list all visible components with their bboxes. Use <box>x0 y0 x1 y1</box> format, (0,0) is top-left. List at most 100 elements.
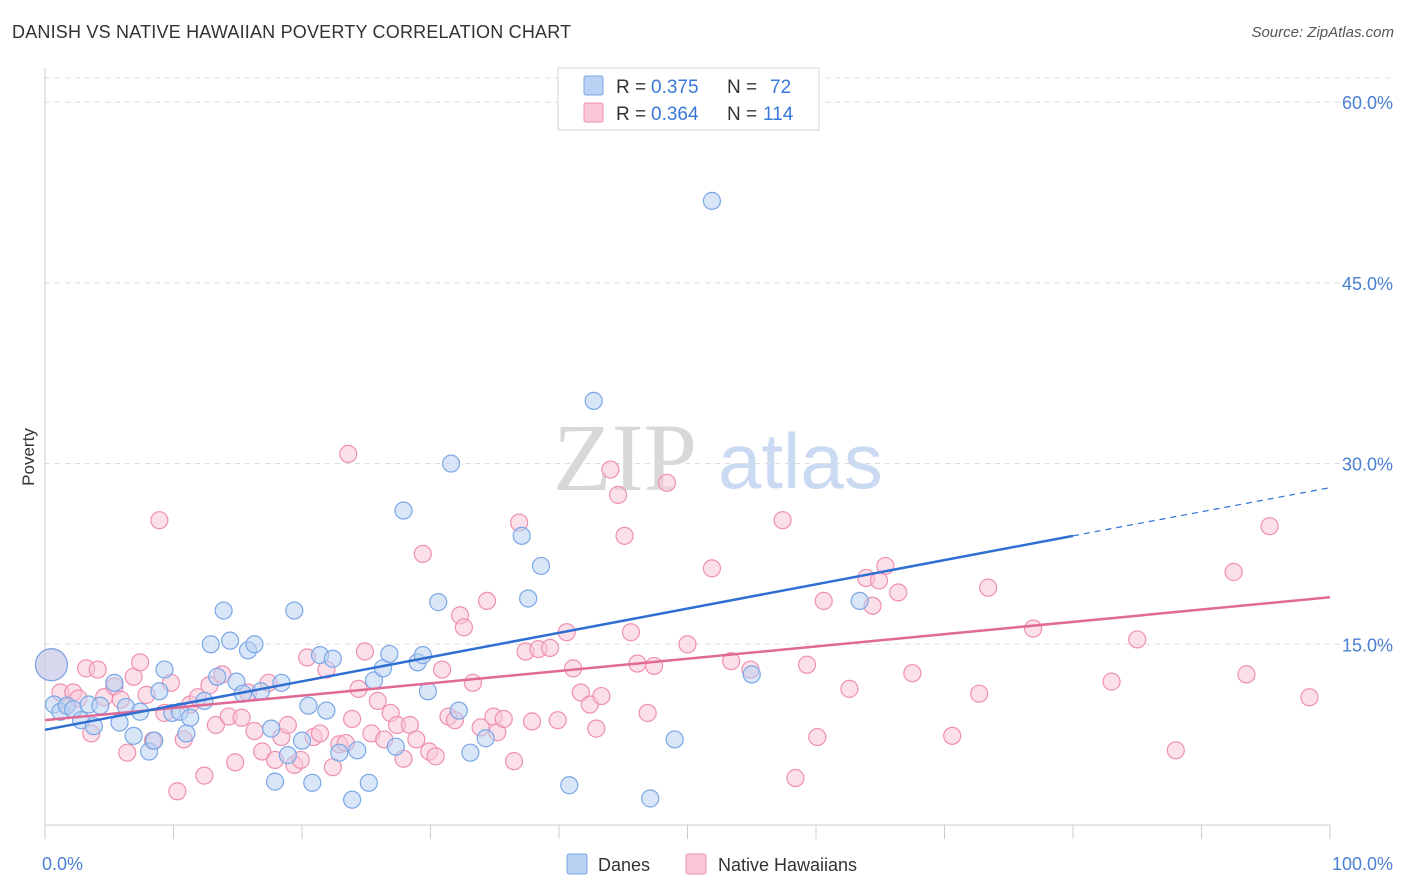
top-legend: R = 0.375 N = 72 R = 0.364 N = 114 <box>557 67 820 131</box>
danes-point <box>34 648 69 682</box>
danes-point <box>441 454 461 473</box>
hawaiians-point <box>540 638 560 657</box>
danes-point <box>91 696 110 715</box>
danes-point <box>476 729 495 748</box>
danes-point <box>177 724 196 743</box>
x-tick-label: 100.0% <box>1332 854 1393 874</box>
hawaiians-point <box>814 591 833 611</box>
chart-source: Source: ZipAtlas.com <box>1251 24 1394 41</box>
danes-point <box>742 665 761 684</box>
danes-point <box>245 635 264 654</box>
legend-danes-n-value: 72 <box>770 77 791 98</box>
hawaiians-point <box>903 664 922 683</box>
danes-point <box>220 631 240 650</box>
danes-point <box>641 789 660 808</box>
hawaiians-point <box>1128 630 1147 649</box>
danes-point <box>299 696 318 715</box>
hawaiians-point <box>840 679 859 698</box>
legend-hawaiians-r-label: R = <box>616 104 646 125</box>
bottom-legend-danes-label: Danes <box>598 855 650 875</box>
hawaiians-point <box>522 712 542 731</box>
bottom-legend-hawaiians-label: Native Hawaiians <box>718 855 857 875</box>
hawaiians-point <box>355 642 375 661</box>
y-axis-label: Poverty <box>19 428 38 486</box>
hawaiians-point <box>702 559 722 578</box>
danes-point <box>124 726 143 745</box>
danes-point <box>461 743 480 762</box>
hawaiians-point <box>118 743 137 762</box>
chart-title: DANISH VS NATIVE HAWAIIAN POVERTY CORREL… <box>12 22 572 42</box>
hawaiians-point <box>426 747 445 766</box>
hawaiians-point <box>1300 688 1319 707</box>
danes-point <box>278 746 297 765</box>
bottom-legend-danes-swatch <box>566 853 588 875</box>
hawaiians-point <box>678 635 697 654</box>
danes-point <box>262 719 281 738</box>
danes-point <box>380 644 399 664</box>
hawaiians-point <box>343 709 362 729</box>
danes-point <box>285 601 304 620</box>
danes-point <box>429 593 448 612</box>
hawaiians-point <box>339 444 358 464</box>
danes-point <box>560 776 579 795</box>
hawaiians-point <box>889 583 908 602</box>
danes-point <box>181 708 200 727</box>
hawaiians-point <box>943 726 962 745</box>
danes-point <box>323 649 342 668</box>
danes-point <box>386 737 405 756</box>
hawaiians-point <box>195 766 214 785</box>
danes-point <box>343 790 362 809</box>
legend-hawaiians-n-label: N = <box>727 104 757 125</box>
hawaiians-point <box>494 709 513 729</box>
hawaiians-point <box>601 460 620 479</box>
hawaiians-point <box>232 708 251 727</box>
danes-trend-extension <box>1072 487 1331 537</box>
danes-point <box>317 701 336 720</box>
hawaiians-point <box>130 653 150 672</box>
hawaiians-point <box>644 656 664 676</box>
hawaiians-point <box>245 721 264 741</box>
danes-trend-line <box>44 534 1074 732</box>
danes-point <box>145 731 164 750</box>
hawaiians-point <box>548 711 567 730</box>
danes-point <box>330 743 349 762</box>
hawaiians-point <box>808 727 827 747</box>
hawaiians-point <box>657 473 677 492</box>
hawaiians-point <box>310 724 330 743</box>
hawaiians-point <box>432 660 452 679</box>
hawaiians-point <box>571 683 590 702</box>
hawaiians-point <box>454 618 474 637</box>
hawaiians-point <box>368 691 387 711</box>
hawaiians-point <box>621 623 641 642</box>
hawaiians-point <box>253 742 272 761</box>
danes-point <box>850 591 869 611</box>
danes-point <box>519 589 538 608</box>
legend-danes-r-label: R = <box>616 77 646 98</box>
danes-point <box>105 673 124 692</box>
hawaiians-point <box>88 660 107 679</box>
danes-point <box>394 501 413 520</box>
legend-danes-swatch <box>583 75 604 96</box>
danes-point <box>150 682 169 701</box>
danes-point <box>413 646 432 665</box>
danes-points <box>34 191 869 809</box>
hawaiians-point <box>1224 562 1243 582</box>
danes-point <box>292 731 312 750</box>
hawaiians-point <box>407 730 426 749</box>
legend-danes-n-label: N = <box>727 77 757 98</box>
hawaiians-point <box>463 673 483 692</box>
hawaiians-point <box>786 768 805 788</box>
hawaiians-point <box>1237 665 1256 684</box>
hawaiians-point <box>1166 741 1185 760</box>
hawaiians-point <box>722 652 741 671</box>
y-tick-label: 45.0% <box>1342 274 1393 294</box>
trend-lines <box>44 487 1331 732</box>
danes-point <box>155 660 174 679</box>
gridlines <box>45 77 1395 645</box>
hawaiians-points <box>34 444 1319 801</box>
bottom-legend: Danes Native Hawaiians <box>566 853 857 875</box>
hawaiians-point <box>797 655 817 674</box>
danes-point <box>665 730 684 749</box>
hawaiians-point <box>278 715 297 735</box>
